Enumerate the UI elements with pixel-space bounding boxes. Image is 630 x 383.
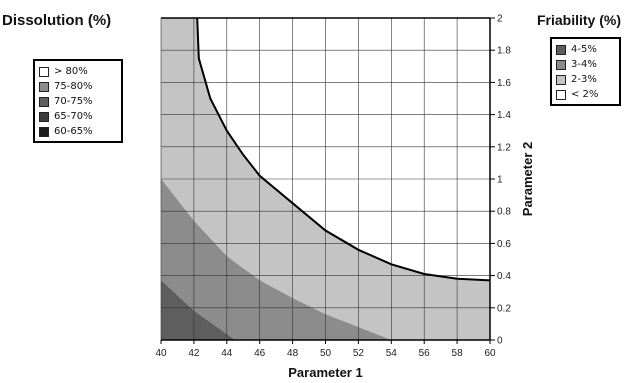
y-tick-label: 0.4 — [497, 271, 511, 282]
friability-title: Friability (%) — [537, 12, 622, 28]
x-tick-label: 50 — [320, 348, 332, 359]
dissolution-title: Dissolution (%) — [2, 12, 112, 29]
x-tick-label: 46 — [254, 348, 266, 359]
y-tick-label: 0.8 — [497, 207, 511, 218]
y-tick-label: 1.6 — [497, 78, 511, 89]
dissolution-legend-label: 65-70% — [54, 111, 93, 122]
friability-legend-item: 3-4% — [556, 57, 613, 72]
x-tick-label: 44 — [221, 348, 233, 359]
dissolution-legend-label: 60-65% — [54, 126, 93, 137]
dissolution-legend-swatch — [39, 111, 49, 122]
dissolution-legend-label: 70-75% — [54, 96, 93, 107]
dissolution-legend-item: 70-75% — [39, 94, 115, 109]
y-tick-label: 0.2 — [497, 303, 511, 314]
x-tick-label: 54 — [386, 348, 398, 359]
y-tick-label: 2 — [497, 14, 503, 25]
friability-legend-label: 2-3% — [571, 74, 597, 85]
boundary-curve — [196, 17, 491, 282]
friability-legend-swatch — [556, 74, 566, 85]
dissolution-legend: > 80% 75-80% 70-75% 65-70% 60-65% — [33, 59, 123, 143]
dissolution-legend-item: 60-65% — [39, 124, 115, 139]
y-tick-label: 0.6 — [497, 239, 511, 250]
y-tick-label: 1.4 — [497, 110, 511, 121]
friability-legend-swatch — [556, 59, 566, 70]
light-region — [161, 18, 490, 340]
x-tick-label: 48 — [287, 348, 299, 359]
friability-legend-swatch — [556, 89, 566, 100]
y-tick-label: 1.8 — [497, 46, 511, 57]
y-tick-label: 1 — [497, 175, 503, 186]
x-axis-label: Parameter 1 — [288, 365, 362, 380]
friability-legend-label: 3-4% — [571, 59, 597, 70]
dissolution-legend-label: > 80% — [54, 66, 88, 77]
dissolution-legend-item: 75-80% — [39, 79, 115, 94]
dark-region — [161, 280, 235, 340]
dissolution-legend-swatch — [39, 126, 49, 137]
dissolution-legend-swatch — [39, 96, 49, 107]
friability-legend-item: 2-3% — [556, 72, 613, 87]
dissolution-legend-swatch — [39, 81, 49, 92]
friability-legend-item: 4-5% — [556, 42, 613, 57]
dissolution-legend-swatch — [39, 66, 49, 77]
x-tick-label: 58 — [452, 348, 464, 359]
mid-region — [161, 179, 392, 340]
x-tick-label: 42 — [188, 348, 200, 359]
friability-legend-swatch — [556, 44, 566, 55]
dissolution-legend-label: 75-80% — [54, 81, 93, 92]
white-region-fill — [197, 18, 490, 281]
y-axis-label: Parameter 2 — [520, 142, 535, 216]
x-tick-label: 52 — [353, 348, 365, 359]
x-tick-label: 56 — [419, 348, 431, 359]
friability-legend: 4-5% 3-4% 2-3% < 2% — [550, 37, 621, 106]
y-tick-label: 1.2 — [497, 142, 511, 153]
friability-legend-label: 4-5% — [571, 44, 597, 55]
y-tick-label: 0 — [497, 336, 503, 347]
x-tick-label: 40 — [155, 348, 167, 359]
dissolution-legend-item: 65-70% — [39, 109, 115, 124]
dissolution-legend-item: > 80% — [39, 64, 115, 79]
x-tick-label: 60 — [484, 348, 496, 359]
friability-legend-label: < 2% — [571, 89, 599, 100]
friability-legend-item: < 2% — [556, 87, 613, 102]
